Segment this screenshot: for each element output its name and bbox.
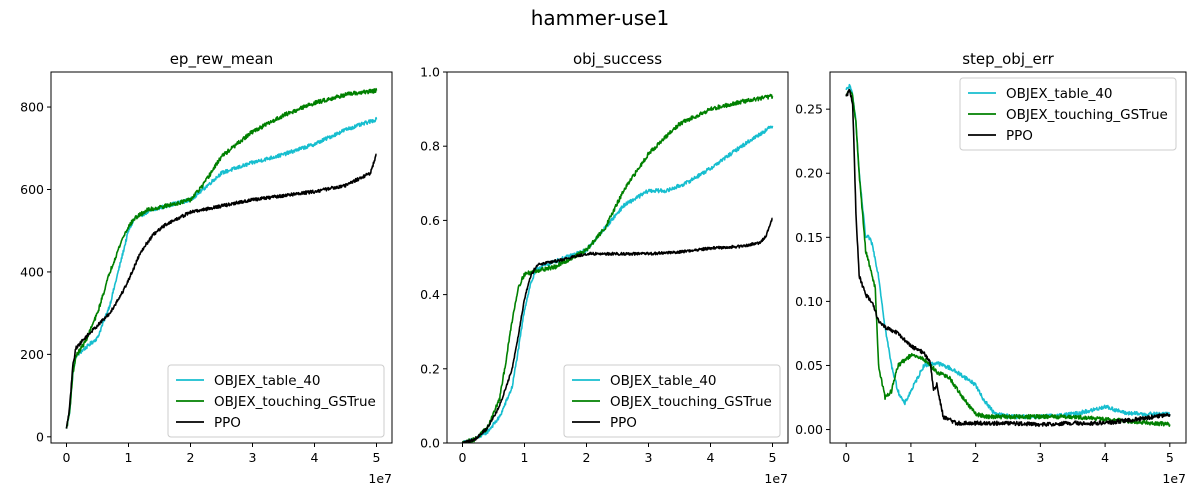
- x-axis-multiplier: 1e7: [368, 471, 392, 486]
- x-tick-label: 4: [311, 450, 319, 465]
- y-tick-label: 0.2: [420, 361, 440, 376]
- series-line-ppo: [461, 217, 773, 443]
- y-tick-label: 0.0: [420, 436, 440, 451]
- legend-box: [959, 77, 1177, 151]
- x-tick-label: 1: [907, 450, 915, 465]
- legend: OBJEX_table_40 OBJEX_touching_GSTrue PPO: [167, 364, 385, 438]
- x-tick-label: 5: [373, 450, 381, 465]
- x-tick-label: 2: [187, 450, 195, 465]
- y-tick-label: 800: [20, 100, 44, 115]
- x-tick-label: 5: [769, 450, 777, 465]
- y-tick-label: 0.6: [420, 213, 440, 228]
- x-tick-label: 1: [521, 450, 529, 465]
- panel-title: step_obj_err: [962, 50, 1054, 69]
- x-tick-label: 0: [459, 450, 467, 465]
- x-tick-label: 3: [249, 450, 257, 465]
- y-tick-label: 400: [20, 264, 44, 279]
- legend-box: [167, 364, 385, 438]
- y-tick-label: 0.00: [795, 422, 823, 437]
- x-tick-label: 1: [125, 450, 133, 465]
- legend-box: [563, 364, 781, 438]
- x-tick-label: 0: [63, 450, 71, 465]
- y-tick-label: 0.4: [420, 287, 440, 302]
- y-tick-label: 0.25: [795, 102, 823, 117]
- y-tick-label: 1.0: [420, 65, 440, 80]
- legend-label-objex-touching-gstrue: OBJEX_touching_GSTrue: [214, 394, 376, 410]
- panel-title: ep_rew_mean: [170, 50, 274, 69]
- x-tick-label: 0: [842, 450, 850, 465]
- series-line-objex-touching-gstrue: [845, 89, 1171, 427]
- panel-title: obj_success: [573, 50, 662, 69]
- legend-label-objex-table-40: OBJEX_table_40: [1006, 86, 1113, 102]
- x-tick-label: 4: [707, 450, 715, 465]
- series-line-objex-touching-gstrue: [65, 87, 378, 429]
- y-tick-label: 0.15: [795, 230, 823, 245]
- axes-frame: [446, 71, 789, 444]
- x-tick-label: 4: [1101, 450, 1109, 465]
- x-tick-label: 3: [645, 450, 653, 465]
- legend-label-ppo: PPO: [214, 415, 241, 431]
- y-tick-label: 0.10: [795, 294, 823, 309]
- legend-label-objex-touching-gstrue: OBJEX_touching_GSTrue: [610, 394, 772, 410]
- x-tick-label: 5: [1166, 450, 1174, 465]
- x-axis-multiplier: 1e7: [1162, 471, 1186, 486]
- x-tick-label: 2: [972, 450, 980, 465]
- series-line-objex-touching-gstrue: [461, 93, 774, 443]
- series-line-objex-table-40: [65, 116, 378, 429]
- y-tick-label: 0.8: [420, 139, 440, 154]
- legend-label-objex-table-40: OBJEX_table_40: [214, 373, 321, 389]
- legend-label-ppo: PPO: [1006, 128, 1033, 144]
- legend: OBJEX_table_40 OBJEX_touching_GSTrue PPO: [563, 364, 781, 438]
- x-axis-multiplier: 1e7: [764, 471, 788, 486]
- y-tick-label: 0.05: [795, 358, 823, 373]
- series-line-objex-table-40: [461, 125, 774, 443]
- legend-label-objex-touching-gstrue: OBJEX_touching_GSTrue: [1006, 107, 1168, 123]
- y-tick-label: 0: [36, 429, 44, 444]
- legend-label-ppo: PPO: [610, 415, 637, 431]
- y-tick-label: 600: [20, 182, 44, 197]
- x-tick-label: 3: [1036, 450, 1044, 465]
- y-tick-label: 200: [20, 347, 44, 362]
- axes-frame: [829, 71, 1187, 444]
- panel-ep-rew-mean: ep_rew_mean 0 1 2 3 4 5 1e7 0 200 400 600 800 OBJEX_t…: [20, 50, 393, 486]
- y-tick-label: 0.20: [795, 166, 823, 181]
- series-line-ppo: [845, 88, 1171, 428]
- axes-frame: [50, 71, 393, 444]
- panel-obj-success: obj_success 0 1 2 3 4 5 1e7 0.0 0.2 0.4 0.6 0.8 1.0 OB…: [420, 50, 789, 486]
- x-tick-label: 2: [583, 450, 591, 465]
- legend-label-objex-table-40: OBJEX_table_40: [610, 373, 717, 389]
- panel-step-obj-err: step_obj_err 0 1 2 3 4 5 1e7 0.00 0.05 0.10 0.15 0.2…: [795, 50, 1187, 486]
- figure-title: hammer-use1: [531, 6, 670, 30]
- series-line-ppo: [65, 153, 377, 429]
- legend: OBJEX_table_40 OBJEX_touching_GSTrue PPO: [959, 77, 1177, 151]
